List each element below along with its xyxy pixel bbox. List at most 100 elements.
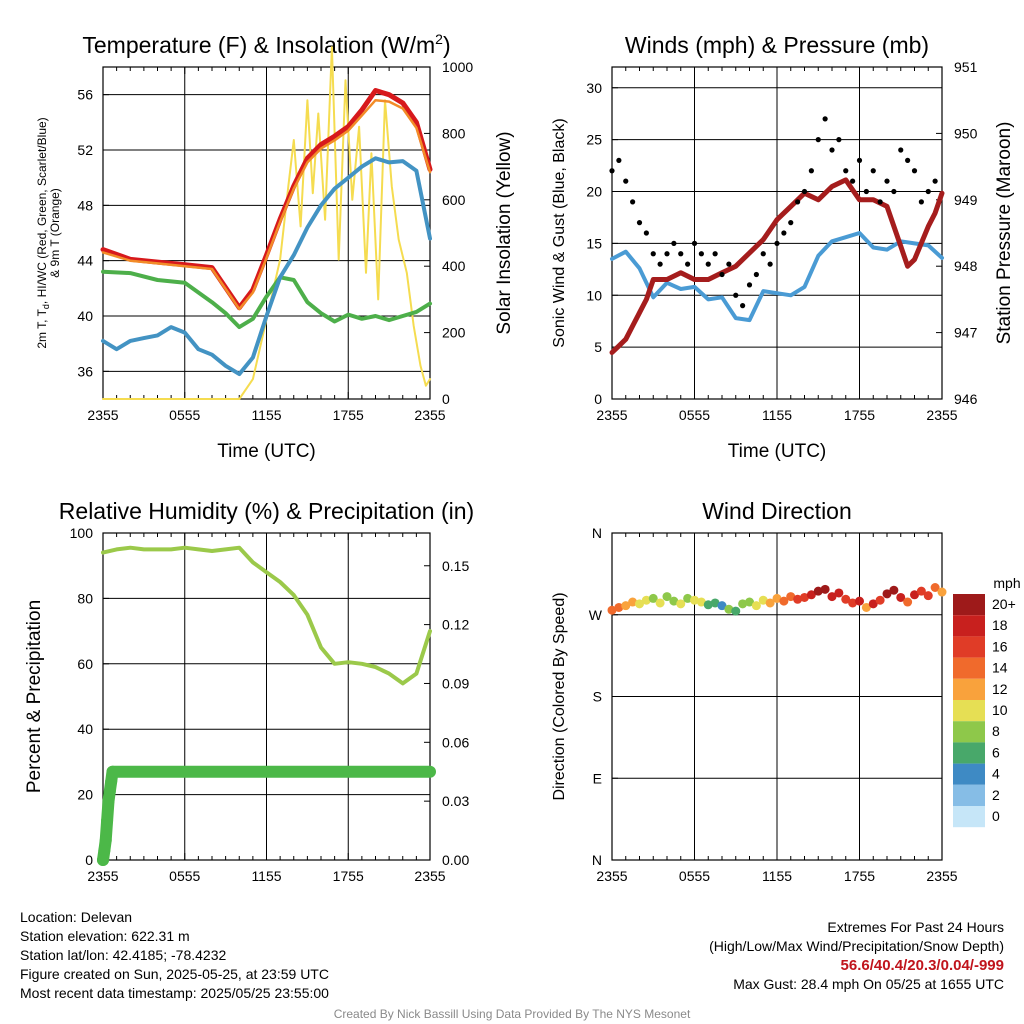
direction-point xyxy=(916,586,926,596)
series-temperature-line xyxy=(100,88,433,311)
x-axis-label: Time (UTC) xyxy=(217,441,316,462)
direction-point xyxy=(696,597,706,607)
x-axis-label: Time (UTC) xyxy=(728,441,827,462)
extremes-info: Extremes For Past 24 Hours (High/Low/Max… xyxy=(709,918,1004,994)
direction-point xyxy=(745,597,754,607)
x-tick-label: 0555 xyxy=(679,407,710,423)
y2-tick-label: 1000 xyxy=(442,59,473,75)
y2-tick-label: 800 xyxy=(442,125,466,141)
gust-point xyxy=(760,251,766,257)
direction-point xyxy=(724,604,734,614)
x-tick-label: 0555 xyxy=(169,407,200,423)
direction-point xyxy=(848,598,858,608)
direction-point xyxy=(635,599,644,609)
direction-point xyxy=(758,595,768,605)
direction-point xyxy=(683,593,693,603)
y2-tick-label: 600 xyxy=(442,192,466,208)
legend-swatch xyxy=(953,742,985,764)
direction-point xyxy=(717,601,727,611)
y-tick-label: 20 xyxy=(586,184,602,200)
direction-point xyxy=(903,597,913,607)
direction-point xyxy=(806,590,816,600)
y-tick-label: 30 xyxy=(586,80,602,96)
y2-tick-label: 200 xyxy=(442,325,466,341)
direction-point xyxy=(621,601,631,611)
gust-point xyxy=(891,188,897,195)
precip-point xyxy=(99,834,112,847)
x-tick-label: 1755 xyxy=(844,407,875,423)
x-tick-label: 1155 xyxy=(251,407,281,423)
legend-label: 8 xyxy=(992,723,1000,739)
y-axis-label: 2m T, Td, HI/WC (Red, Green, Scarlet/Blu… xyxy=(35,117,62,348)
gust-point xyxy=(877,199,883,205)
gust-point xyxy=(918,199,924,205)
legend-label: 2 xyxy=(992,787,1000,803)
series-dewpoint-line xyxy=(101,269,432,330)
location-label: Location: Delevan xyxy=(20,909,133,925)
direction-point xyxy=(800,592,809,602)
x-tick-label: 2355 xyxy=(596,407,627,423)
y-label-line1-end: , HI/WC (Red, Green, Scarlet/Blue) xyxy=(35,117,49,304)
direction-point xyxy=(662,592,672,602)
chart-panel-winds: Winds (mph) & Pressure (mb) 2355 0555 1155 1… xyxy=(551,32,1015,462)
gust-point xyxy=(822,116,828,122)
y2-tick-label: 948 xyxy=(954,258,978,274)
legend-swatch xyxy=(953,721,985,743)
y-tick-label: E xyxy=(593,770,602,786)
series-temperature-9m-line xyxy=(101,98,432,311)
chart-title: Relative Humidity (%) & Precipitation (i… xyxy=(59,498,474,524)
extremes-values: 56.6/40.4/20.3/0.04/-999 xyxy=(840,957,1004,974)
y-tick-label: 40 xyxy=(77,308,93,324)
y2-tick-label: 0.15 xyxy=(442,558,469,574)
y-tick-label: 5 xyxy=(594,339,602,355)
legend-swatch xyxy=(953,678,985,700)
gust-point xyxy=(870,168,876,174)
direction-point xyxy=(861,602,871,612)
extremes-title: Extremes For Past 24 Hours xyxy=(827,919,1004,935)
gust-point xyxy=(850,178,856,184)
direction-point xyxy=(731,606,741,616)
gust-point xyxy=(691,240,698,246)
y-tick-label: 0 xyxy=(85,852,93,868)
gust-point xyxy=(643,230,649,236)
speed-legend: mph 20+ 18 16 14 12 10 8 6 4 2 0 xyxy=(953,575,1021,828)
y2-tick-label: 949 xyxy=(954,192,978,208)
x-tick-label: 2355 xyxy=(926,407,957,423)
direction-point xyxy=(765,598,775,608)
y2-axis-label: Solar Insolation (Yellow) xyxy=(494,131,515,334)
gust-point xyxy=(801,188,808,195)
legend-label: 14 xyxy=(992,660,1008,676)
chart-title: Winds (mph) & Pressure (mb) xyxy=(625,32,929,58)
x-tick-label: 2355 xyxy=(87,868,118,884)
direction-point xyxy=(813,586,823,596)
title-end: ) xyxy=(443,32,451,58)
series-solar-line xyxy=(102,46,431,400)
x-tick-label: 1155 xyxy=(251,868,281,884)
x-tick-label: 2355 xyxy=(414,407,445,423)
legend-label: 6 xyxy=(992,744,1000,760)
y-axis-label: Sonic Wind & Gust (Blue, Black) xyxy=(551,118,568,347)
y-tick-label: 48 xyxy=(77,197,93,213)
gust-point xyxy=(932,178,938,184)
y-tick-label: 44 xyxy=(77,253,93,269)
x-tick-label: 1755 xyxy=(844,868,875,884)
y2-tick-label: 950 xyxy=(954,125,978,141)
direction-point xyxy=(910,590,919,600)
x-tick-label: 0555 xyxy=(169,868,200,884)
direction-point xyxy=(710,598,720,608)
direction-point xyxy=(896,592,906,602)
gust-point xyxy=(753,271,759,278)
x-tick-label: 1155 xyxy=(762,868,792,884)
elevation-label: Station elevation: 622.31 m xyxy=(20,928,190,944)
y2-tick-label: 400 xyxy=(442,258,466,274)
direction-point xyxy=(772,593,782,603)
y2-tick-label: 946 xyxy=(954,391,978,407)
precip-point xyxy=(102,795,115,808)
gust-point xyxy=(705,261,711,267)
max-gust-label: Max Gust: 28.4 mph On 05/25 at 1655 UTC xyxy=(733,976,1004,992)
gust-point xyxy=(829,147,835,153)
gust-point xyxy=(884,178,890,184)
gust-point xyxy=(740,303,746,309)
direction-point xyxy=(655,598,665,608)
